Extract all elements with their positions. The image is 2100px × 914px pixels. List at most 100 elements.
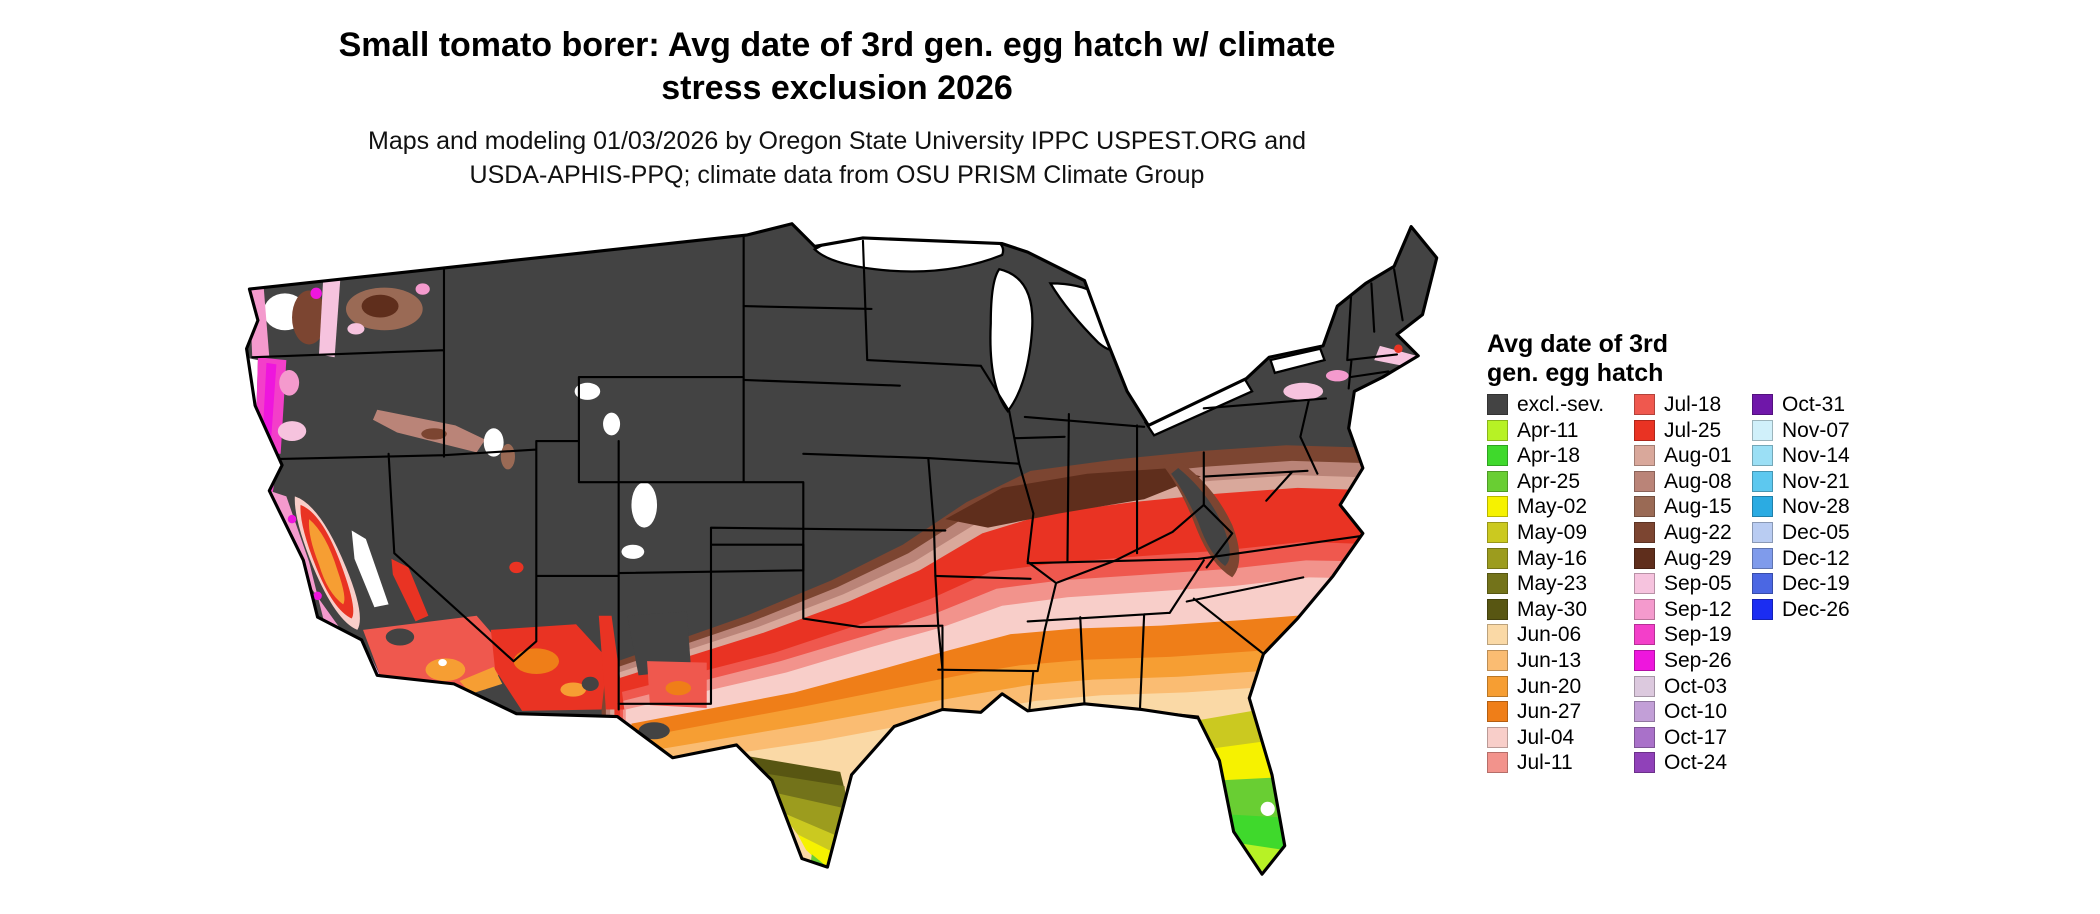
patch-yakima-pink [347,323,365,335]
legend-item: Jul-11 [1487,751,1604,775]
legend-swatch [1634,624,1655,646]
patch-sbd-mtns-gray [385,628,415,646]
legend-item: May-02 [1487,496,1604,518]
patch-tx-may02 [797,834,835,870]
legend-item: Jul-18 [1634,394,1732,415]
patch-upstate-ny-pink2 [1325,370,1349,382]
legend-label: Jun-20 [1517,674,1582,698]
title-line-2: stress exclusion 2026 [661,69,1013,107]
patch-willamette-pink [279,370,300,396]
legend-label: Oct-03 [1664,674,1728,698]
legend-swatch [1487,419,1508,441]
legend-label: Sep-26 [1664,648,1732,672]
legend-label: Oct-10 [1664,700,1728,724]
legend-item: Sep-19 [1634,624,1732,646]
legend-label: Apr-25 [1517,469,1581,493]
legend-swatch [1487,445,1508,467]
legend-label: Dec-12 [1782,546,1850,570]
patch-senm-orange [665,681,692,696]
legend-label: Jun-13 [1517,648,1582,672]
legend-label: Aug-08 [1664,469,1732,493]
legend-item: Oct-10 [1634,700,1732,724]
legend-swatch [1634,726,1655,748]
legend-label: Aug-15 [1664,495,1732,519]
legend-label: Aug-29 [1664,546,1732,570]
patch-or-magenta-dark [262,362,277,446]
patch-boise-dark [421,428,447,440]
legend-item: Jul-25 [1634,419,1732,441]
legend-item: Nov-21 [1752,469,1850,493]
legend-item: Aug-22 [1634,520,1732,544]
legend-swatch [1752,521,1773,543]
legend-swatch [1487,649,1508,671]
legend-item: Aug-01 [1634,445,1732,467]
legend-swatch [1487,547,1508,569]
legend-column-2: Jul-18 Jul-25 Aug-01 Aug-08 Aug-15 Aug-22 Aug-… [1634,394,1732,778]
patch-wind-river-white [603,412,621,436]
state-borders [251,234,1404,718]
legend-item: Nov-28 [1752,495,1850,519]
legend-label: Oct-17 [1664,725,1728,749]
legend-label: Nov-28 [1782,495,1850,519]
legend-swatch [1752,470,1773,492]
lake-okeechobee [1260,801,1275,816]
legend-label: Oct-24 [1664,751,1728,775]
legend-item: May-30 [1487,597,1604,621]
legend-label: Dec-05 [1782,520,1850,544]
legend-swatch [1487,394,1508,415]
legend-label: Jul-11 [1517,751,1573,775]
patch-sor-pink [277,421,307,442]
subtitle-line-2: USDA-APHIS-PPQ; climate data from OSU PR… [469,161,1205,189]
legend-swatch [1634,445,1655,467]
legend-item: Nov-14 [1752,445,1850,467]
legend-label: Nov-21 [1782,469,1850,493]
legend-label: Aug-22 [1664,520,1732,544]
us-choropleth-map [150,147,1485,914]
legend-swatch [1634,701,1655,723]
legend-title: Avg date of 3rd gen. egg hatch [1487,330,1668,388]
legend-swatch [1487,624,1508,646]
patch-wtx-gray-mtns [638,722,670,740]
legend-item: Aug-15 [1634,495,1732,519]
legend-label: May-16 [1517,546,1588,570]
legend-item: May-09 [1487,521,1604,543]
legend-item: Jun-13 [1487,648,1604,672]
legend-label: Jun-27 [1517,700,1582,724]
patch-appalachia-gray-core [1171,468,1230,567]
legend-swatch [1752,445,1773,467]
legend-swatch [1487,675,1508,697]
lake-michigan [989,267,1034,414]
salton-sea [438,659,447,667]
legend-item: Jun-06 [1487,624,1604,646]
legend-label: Jul-18 [1664,393,1722,416]
map-florida-overlays [1195,709,1285,875]
patch-ca-coast-magenta2 [313,591,322,601]
legend-swatch [1487,470,1508,492]
patch-puget-brown [292,290,327,345]
legend-item: Dec-12 [1752,546,1850,570]
legend-title-line-2: gen. egg hatch [1487,359,1664,387]
patch-san-juan-white [621,544,645,559]
legend-column-3: Oct-31 Nov-07 Nov-14 Nov-21 Nov-28 Dec-05 Dec-… [1752,394,1850,624]
legend-label: May-30 [1517,597,1588,621]
legend-item: Oct-31 [1752,394,1850,415]
legend-item: Sep-26 [1634,648,1732,672]
patch-owens-red [391,558,429,622]
legend-item: May-16 [1487,546,1604,570]
legend-swatch [1487,726,1508,748]
legend-item: Apr-25 [1487,469,1604,493]
legend-item: Apr-18 [1487,444,1604,468]
title-line-1: Small tomato borer: Avg date of 3rd gen.… [338,26,1336,64]
patch-fl-may02 [1206,740,1275,784]
patch-sierra-white [351,530,389,608]
legend-swatch [1634,598,1655,620]
legend-label: Dec-26 [1782,597,1850,621]
legend-item: Jun-20 [1487,674,1604,698]
state-borders-east [1202,268,1404,569]
legend-swatch [1752,598,1773,620]
great-salt-lake [483,428,504,457]
legend-label: Apr-18 [1517,444,1581,468]
legend-item: Dec-26 [1752,597,1850,621]
patch-nm-gray-mtns [627,611,692,676]
legend-swatch [1634,394,1655,415]
